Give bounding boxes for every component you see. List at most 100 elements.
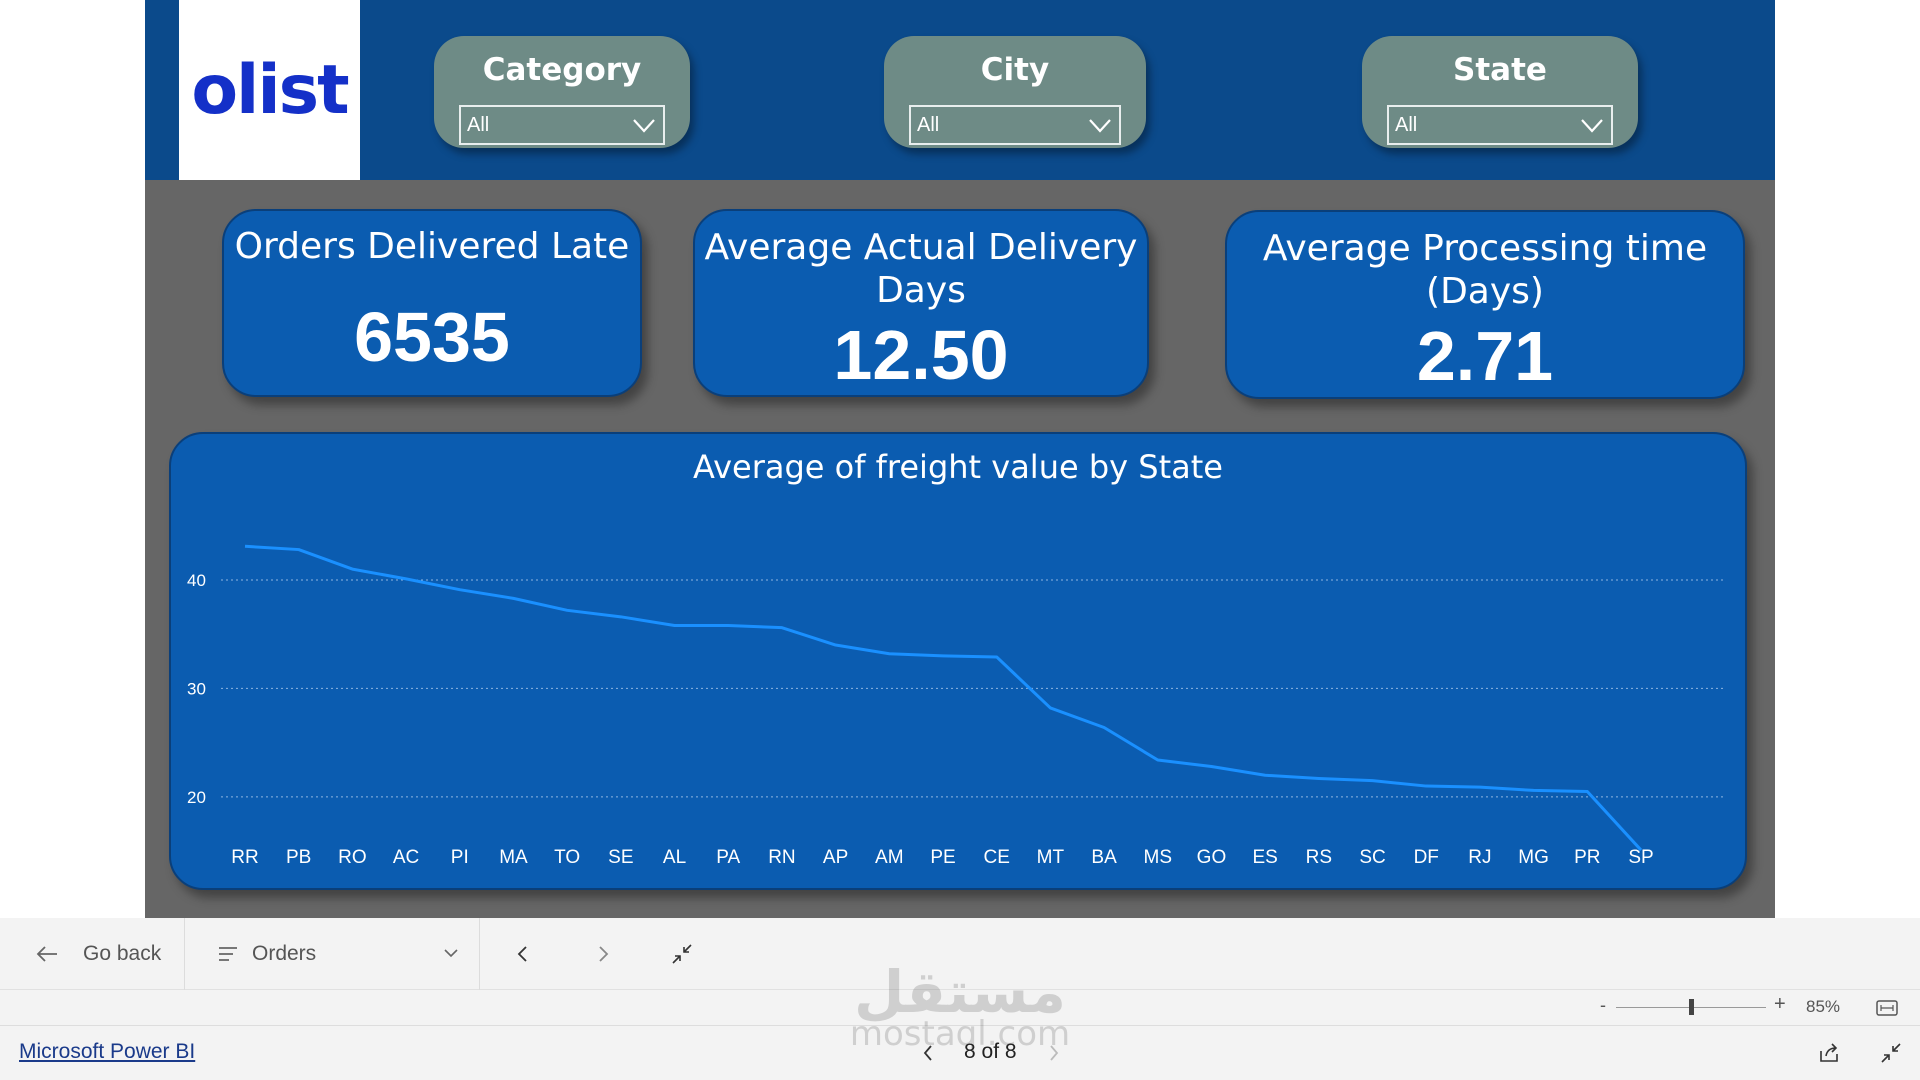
x-tick-label: RJ	[1468, 847, 1491, 868]
data-point-se[interactable]	[617, 613, 625, 621]
x-tick-label: GO	[1197, 847, 1227, 868]
data-point-go[interactable]	[1207, 763, 1215, 771]
chevron-right-icon[interactable]	[1048, 1044, 1060, 1062]
data-point-ma[interactable]	[509, 594, 517, 602]
kpi-value: 2.71	[1416, 317, 1554, 395]
data-point-mt[interactable]	[1046, 704, 1054, 712]
data-point-rj[interactable]	[1476, 783, 1484, 791]
x-tick-label: DF	[1414, 847, 1439, 868]
chevron-right-icon	[599, 946, 609, 962]
exit-focus-button[interactable]	[671, 918, 693, 990]
x-tick-label: AM	[875, 847, 904, 868]
city-dropdown-value: All	[917, 114, 940, 136]
data-point-pi[interactable]	[456, 586, 464, 594]
power-bi-link[interactable]: Microsoft Power BI	[19, 1040, 196, 1063]
freight-line-chart: Average of freight value by State 20 30 40…	[169, 432, 1747, 890]
page-indicator: 8 of 8	[964, 1040, 1017, 1063]
x-tick-label: AL	[663, 847, 686, 868]
kpi-card-late-orders: Orders Delivered Late 6535	[222, 209, 642, 397]
chevron-down-icon	[1581, 119, 1603, 133]
data-point-to[interactable]	[563, 606, 571, 614]
toolbar-divider	[479, 918, 480, 990]
x-tick-label: TO	[554, 847, 580, 868]
fit-to-page-icon[interactable]	[1876, 999, 1898, 1017]
data-point-sc[interactable]	[1369, 777, 1377, 785]
zoom-in-button[interactable]: +	[1774, 993, 1786, 1015]
y-tick-label: 20	[187, 788, 206, 807]
go-back-label: Go back	[83, 942, 162, 965]
kpi-value: 12.50	[833, 316, 1009, 394]
logo-text: olist	[191, 50, 349, 130]
category-slicer: Category All	[434, 36, 690, 148]
x-tick-label: RS	[1306, 847, 1332, 868]
next-page-button[interactable]	[596, 918, 610, 990]
kpi-card-processing-time: Average Processing time (Days) 2.71	[1225, 210, 1745, 399]
toolbar-divider	[184, 918, 185, 990]
y-tick-label: 40	[187, 571, 206, 590]
zoom-bar: - + 85%	[0, 990, 1920, 1026]
page-selector[interactable]: Orders	[218, 918, 458, 990]
kpi-title-line2: Days	[876, 270, 966, 311]
kpi-title: Orders Delivered Late	[234, 226, 630, 267]
collapse-icon	[672, 944, 692, 964]
data-point-ce[interactable]	[993, 653, 1001, 661]
x-tick-label: AC	[393, 847, 419, 868]
kpi-title-line1: Average Actual Delivery	[704, 227, 1138, 268]
x-tick-label: BA	[1091, 847, 1117, 868]
data-point-mg[interactable]	[1530, 786, 1538, 794]
data-point-pe[interactable]	[939, 652, 947, 660]
data-point-es[interactable]	[1261, 771, 1269, 779]
category-slicer-title: Category	[482, 52, 642, 88]
category-dropdown[interactable]: All	[459, 105, 665, 145]
data-point-pa[interactable]	[724, 622, 732, 630]
x-tick-label: RO	[338, 847, 367, 868]
x-tick-label: MS	[1144, 847, 1173, 868]
chevron-down-icon	[444, 949, 458, 958]
data-point-rr[interactable]	[241, 542, 249, 550]
data-point-ro[interactable]	[348, 565, 356, 573]
city-dropdown[interactable]: All	[909, 105, 1121, 145]
data-point-pr[interactable]	[1583, 787, 1591, 795]
report-canvas: olist Category All City All State	[145, 0, 1775, 918]
x-tick-label: PR	[1574, 847, 1600, 868]
footer-bar: Microsoft Power BI 8 of 8	[0, 1026, 1920, 1080]
zoom-out-button[interactable]: -	[1600, 995, 1606, 1015]
city-slicer-title: City	[980, 52, 1050, 88]
chevron-left-icon[interactable]	[922, 1044, 934, 1062]
category-dropdown-value: All	[467, 114, 490, 136]
data-point-df[interactable]	[1422, 782, 1430, 790]
data-point-rs[interactable]	[1315, 774, 1323, 782]
data-point-am[interactable]	[885, 650, 893, 658]
state-slicer-title: State	[1453, 52, 1547, 88]
olist-logo: olist	[179, 0, 360, 180]
line-chart-svg: 20 30 40 RR PB RO AC PI MA TO SE AL PA RN AP AM PE CE MT BA…	[187, 542, 1726, 868]
data-point-ap[interactable]	[832, 641, 840, 649]
x-tick-label: PA	[716, 847, 740, 868]
data-point-ba[interactable]	[1100, 723, 1108, 731]
page-selector-label: Orders	[252, 942, 317, 965]
exit-fullscreen-icon[interactable]	[1880, 1042, 1902, 1064]
data-point-pb[interactable]	[295, 546, 303, 554]
data-point-rn[interactable]	[778, 624, 786, 632]
header-band: olist Category All City All State	[145, 0, 1775, 180]
previous-page-button[interactable]	[516, 918, 530, 990]
series-line[interactable]	[244, 544, 1643, 852]
kpi-card-delivery-days: Average Actual Delivery Days 12.50	[693, 209, 1149, 397]
chevron-left-icon	[517, 946, 527, 962]
go-back-button[interactable]: Go back	[36, 918, 161, 990]
data-point-ms[interactable]	[1154, 756, 1162, 764]
x-tick-label: PB	[286, 847, 311, 868]
y-tick-label: 30	[187, 679, 206, 698]
x-tick-label: RR	[231, 847, 258, 868]
zoom-slider-thumb[interactable]	[1689, 999, 1694, 1015]
x-tick-label: MT	[1037, 847, 1065, 868]
chart-title: Average of freight value by State	[693, 448, 1223, 486]
x-tick-label: PI	[451, 847, 469, 868]
state-dropdown[interactable]: All	[1387, 105, 1613, 145]
chevron-down-icon	[633, 119, 655, 133]
data-point-ac[interactable]	[402, 575, 410, 583]
share-icon[interactable]	[1818, 1042, 1840, 1064]
kpi-title-line2: (Days)	[1426, 271, 1544, 312]
data-point-al[interactable]	[671, 622, 679, 630]
